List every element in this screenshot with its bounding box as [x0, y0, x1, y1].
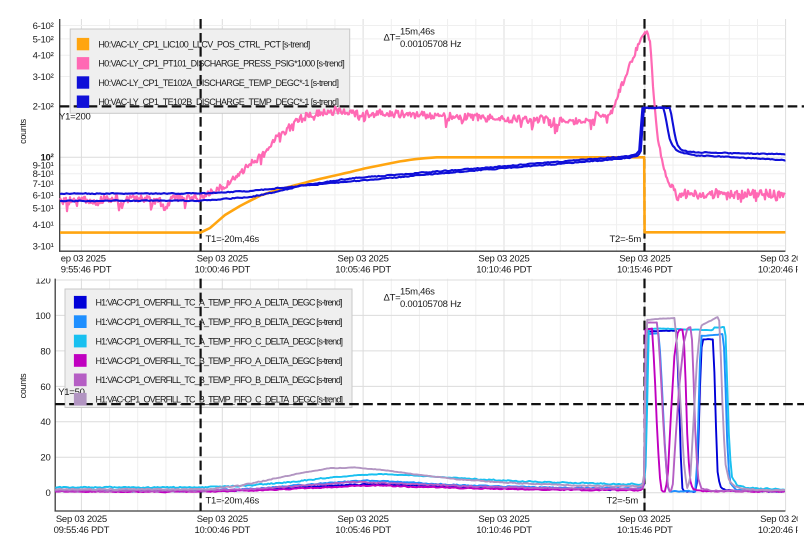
svg-text:09:55:46 PDT: 09:55:46 PDT — [54, 525, 110, 536]
svg-text:100: 100 — [35, 311, 50, 322]
svg-text:7-10¹: 7-10¹ — [33, 179, 54, 190]
svg-text:80: 80 — [40, 346, 50, 357]
svg-text:Sep 03 2025: Sep 03 2025 — [56, 514, 107, 525]
svg-text:ΔT=: ΔT= — [384, 33, 402, 44]
svg-text:2-10²: 2-10² — [33, 102, 54, 113]
svg-text:10:00:46 PDT: 10:00:46 PDT — [194, 265, 250, 276]
svg-text:Sep 03 2025: Sep 03 2025 — [478, 514, 529, 525]
svg-text:6-10¹: 6-10¹ — [33, 190, 54, 201]
svg-text:Sep 03 2025: Sep 03 2025 — [760, 514, 804, 525]
svg-text:20: 20 — [40, 453, 50, 464]
svg-text:0: 0 — [45, 488, 50, 499]
svg-text:counts: counts — [18, 373, 28, 399]
svg-text:ΔT=: ΔT= — [384, 293, 402, 304]
svg-text:40: 40 — [40, 417, 50, 428]
svg-text:ep 03 2025: ep 03 2025 — [61, 254, 106, 265]
svg-text:H1:VAC-CP1_OVERFILL_TC_B_TEMP_: H1:VAC-CP1_OVERFILL_TC_B_TEMP_FIFO_C_DEL… — [96, 395, 343, 405]
svg-text:H1:VAC-CP1_OVERFILL_TC_B_TEMP_: H1:VAC-CP1_OVERFILL_TC_B_TEMP_FIFO_A_DEL… — [96, 356, 342, 366]
svg-text:T1=-20m,46s: T1=-20m,46s — [206, 496, 260, 507]
svg-text:0.00105708 Hz: 0.00105708 Hz — [400, 299, 462, 310]
svg-text:60: 60 — [40, 382, 50, 393]
svg-text:H1:VAC-CP1_OVERFILL_TC_A_TEMP_: H1:VAC-CP1_OVERFILL_TC_A_TEMP_FIFO_B_DEL… — [96, 317, 342, 327]
svg-text:Sep 03 2025: Sep 03 2025 — [760, 254, 804, 265]
svg-text:10:20:46 PDT: 10:20:46 PDT — [758, 265, 804, 276]
svg-text:120: 120 — [35, 275, 50, 286]
svg-text:10:00:46 PDT: 10:00:46 PDT — [194, 525, 250, 536]
svg-text:15m,46s: 15m,46s — [400, 287, 435, 298]
svg-text:8-10¹: 8-10¹ — [33, 169, 54, 180]
svg-text:10:10:46 PDT: 10:10:46 PDT — [476, 265, 532, 276]
svg-text:10:10:46 PDT: 10:10:46 PDT — [476, 525, 532, 536]
svg-text:5-10¹: 5-10¹ — [33, 204, 54, 215]
svg-text:Y1=200: Y1=200 — [59, 112, 91, 123]
svg-text:15m,46s: 15m,46s — [400, 27, 435, 38]
svg-text:Sep 03 2025: Sep 03 2025 — [338, 254, 389, 265]
svg-text:H1:VAC-CP1_OVERFILL_TC_A_TEMP_: H1:VAC-CP1_OVERFILL_TC_A_TEMP_FIFO_A_DEL… — [96, 298, 342, 308]
svg-text:10:20:46 PDT: 10:20:46 PDT — [758, 525, 804, 536]
svg-text:H0:VAC-LY_CP1_LIC100_LLCV_POS_: H0:VAC-LY_CP1_LIC100_LLCV_POS_CTRL_PCT [… — [98, 39, 309, 49]
svg-text:10:15:46 PDT: 10:15:46 PDT — [617, 525, 673, 536]
svg-text:Sep 03 2025: Sep 03 2025 — [197, 514, 248, 525]
svg-text:4-10¹: 4-10¹ — [33, 220, 54, 231]
svg-text:counts: counts — [18, 118, 28, 144]
svg-text:H0:VAC-LY_CP1_TE102B_DISCHARGE: H0:VAC-LY_CP1_TE102B_DISCHARGE_TEMP_DEGC… — [98, 97, 338, 107]
svg-text:3-10²: 3-10² — [33, 72, 54, 83]
svg-text:Sep 03 2025: Sep 03 2025 — [197, 254, 248, 265]
svg-text:10:15:46 PDT: 10:15:46 PDT — [617, 265, 673, 276]
svg-text:9-10¹: 9-10¹ — [33, 161, 54, 172]
svg-text:5-10²: 5-10² — [33, 34, 54, 45]
svg-text:4-10²: 4-10² — [33, 51, 54, 62]
svg-text:Sep 03 2025: Sep 03 2025 — [619, 254, 670, 265]
svg-text:T1=-20m,46s: T1=-20m,46s — [206, 234, 260, 245]
svg-text:9:55:46 PDT: 9:55:46 PDT — [61, 265, 112, 276]
svg-text:Sep 03 2025: Sep 03 2025 — [478, 254, 529, 265]
svg-text:H0:VAC-LY_CP1_PT101_DISCHARGE_: H0:VAC-LY_CP1_PT101_DISCHARGE_PRESS_PSIG… — [98, 59, 344, 69]
svg-text:H1:VAC-CP1_OVERFILL_TC_A_TEMP_: H1:VAC-CP1_OVERFILL_TC_A_TEMP_FIFO_C_DEL… — [96, 336, 343, 346]
svg-text:H1:VAC-CP1_OVERFILL_TC_B_TEMP_: H1:VAC-CP1_OVERFILL_TC_B_TEMP_FIFO_B_DEL… — [96, 375, 342, 385]
svg-text:10:05:46 PDT: 10:05:46 PDT — [335, 265, 391, 276]
svg-text:H0:VAC-LY_CP1_TE102A_DISCHARGE: H0:VAC-LY_CP1_TE102A_DISCHARGE_TEMP_DEGC… — [98, 78, 338, 88]
svg-text:10²: 10² — [41, 153, 54, 164]
svg-text:6-10²: 6-10² — [33, 21, 54, 32]
svg-text:3-10¹: 3-10¹ — [33, 241, 54, 252]
svg-text:T2=-5m: T2=-5m — [607, 496, 639, 507]
svg-text:T2=-5m: T2=-5m — [610, 234, 642, 245]
svg-text:Sep 03 2025: Sep 03 2025 — [619, 514, 670, 525]
svg-text:Y1=50: Y1=50 — [58, 387, 84, 398]
svg-text:0.00105708 Hz: 0.00105708 Hz — [400, 39, 462, 50]
svg-text:10:05:46 PDT: 10:05:46 PDT — [335, 525, 391, 536]
svg-text:Sep 03 2025: Sep 03 2025 — [338, 514, 389, 525]
